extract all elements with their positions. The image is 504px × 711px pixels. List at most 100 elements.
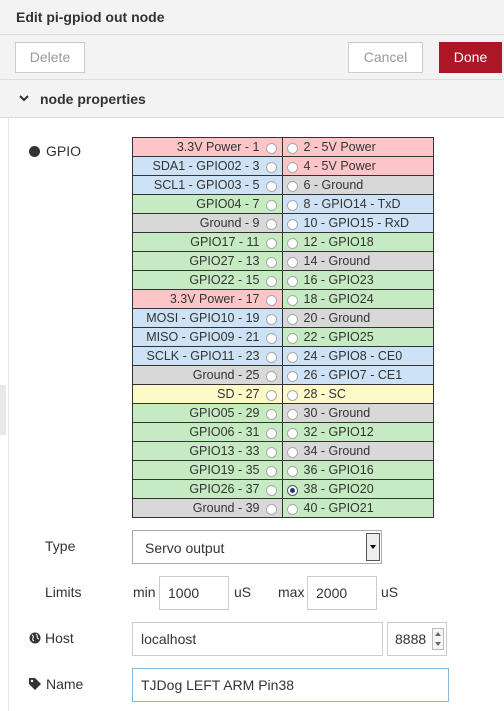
tag-icon [29, 678, 41, 690]
pin-radio[interactable] [286, 238, 298, 249]
pin-radio[interactable] [265, 428, 277, 439]
max-input[interactable]: 2000 [307, 576, 377, 610]
pin-radio[interactable] [286, 314, 298, 325]
min-input[interactable]: 1000 [159, 576, 229, 610]
pin-radio[interactable] [265, 200, 277, 211]
pin-label: 38 - GPIO20 [303, 482, 374, 496]
pin-cell-right[interactable]: 12 - GPIO18 [282, 233, 433, 251]
pin-cell-right[interactable]: 10 - GPIO15 - RxD [282, 214, 433, 232]
pin-radio[interactable] [286, 428, 298, 439]
pin-radio[interactable] [265, 390, 277, 401]
pin-cell-left[interactable]: GPIO05 - 29 [133, 404, 283, 422]
pin-cell-right[interactable]: 8 - GPIO14 - TxD [282, 195, 433, 213]
table-row: GPIO17 - 11 12 - GPIO18 [133, 233, 433, 252]
pin-radio[interactable] [265, 143, 277, 154]
pin-cell-left[interactable]: SCLK - GPIO11 - 23 [133, 347, 283, 365]
host-input[interactable]: localhost [132, 622, 383, 656]
pin-radio[interactable] [265, 371, 277, 382]
pin-radio[interactable] [286, 390, 298, 401]
pin-cell-left[interactable]: GPIO22 - 15 [133, 271, 283, 289]
pin-radio[interactable] [286, 352, 298, 363]
pin-cell-left[interactable]: GPIO27 - 13 [133, 252, 283, 270]
pin-radio[interactable] [286, 181, 298, 192]
pin-cell-left[interactable]: GPIO04 - 7 [133, 195, 283, 213]
pin-radio[interactable] [265, 162, 277, 173]
node-properties-header[interactable]: node properties [0, 80, 504, 118]
pin-radio[interactable] [286, 371, 298, 382]
pin-radio[interactable] [265, 352, 277, 363]
pin-cell-right[interactable]: 26 - GPIO7 - CE1 [282, 366, 433, 384]
pin-cell-right[interactable]: 20 - Ground [282, 309, 433, 327]
name-input[interactable]: TJDog LEFT ARM Pin38 [132, 668, 449, 702]
pin-cell-left[interactable]: 3.3V Power - 1 [133, 138, 283, 156]
pin-cell-right[interactable]: 18 - GPIO24 [282, 290, 433, 308]
pin-radio[interactable] [286, 504, 298, 515]
pin-radio[interactable] [265, 333, 277, 344]
pin-cell-left[interactable]: Ground - 39 [133, 499, 283, 517]
resize-handle[interactable] [0, 385, 6, 435]
pin-radio[interactable] [286, 447, 298, 458]
pin-label: 20 - Ground [303, 311, 371, 325]
pin-cell-left[interactable]: GPIO26 - 37 [133, 480, 283, 498]
pin-cell-left[interactable]: Ground - 9 [133, 214, 283, 232]
pin-radio[interactable] [265, 485, 277, 496]
pin-cell-right[interactable]: 14 - Ground [282, 252, 433, 270]
pin-cell-left[interactable]: MOSI - GPIO10 - 19 [133, 309, 283, 327]
type-select[interactable]: Servo output [132, 530, 382, 564]
pin-radio[interactable] [265, 504, 277, 515]
pin-cell-right[interactable]: 36 - GPIO16 [282, 461, 433, 479]
pin-radio[interactable] [265, 238, 277, 249]
pin-radio[interactable] [265, 466, 277, 477]
pin-cell-right[interactable]: 22 - GPIO25 [282, 328, 433, 346]
pin-cell-left[interactable]: GPIO19 - 35 [133, 461, 283, 479]
pin-cell-right[interactable]: 6 - Ground [282, 176, 433, 194]
cancel-button[interactable]: Cancel [348, 42, 423, 73]
pin-cell-right[interactable]: 38 - GPIO20 [282, 480, 433, 498]
pin-cell-right[interactable]: 24 - GPIO8 - CE0 [282, 347, 433, 365]
pin-radio[interactable] [265, 314, 277, 325]
pin-radio[interactable] [265, 409, 277, 420]
pin-cell-left[interactable]: SDA1 - GPIO02 - 3 [133, 157, 283, 175]
pin-radio[interactable] [265, 257, 277, 268]
pin-cell-left[interactable]: GPIO06 - 31 [133, 423, 283, 441]
gpio-label: GPIO [29, 143, 81, 159]
pin-radio[interactable] [265, 295, 277, 306]
pin-radio[interactable] [286, 485, 298, 496]
pin-cell-right[interactable]: 32 - GPIO12 [282, 423, 433, 441]
pin-cell-right[interactable]: 40 - GPIO21 [282, 499, 433, 517]
pin-radio[interactable] [286, 143, 298, 154]
port-spinner[interactable] [432, 628, 444, 650]
pin-label: GPIO26 - 37 [189, 482, 260, 496]
pin-radio[interactable] [286, 466, 298, 477]
pin-radio[interactable] [286, 276, 298, 287]
pin-cell-left[interactable]: SD - 27 [133, 385, 283, 403]
pin-cell-right[interactable]: 16 - GPIO23 [282, 271, 433, 289]
pin-cell-left[interactable]: MISO - GPIO09 - 21 [133, 328, 283, 346]
port-input[interactable]: 8888 [387, 622, 447, 656]
pin-cell-right[interactable]: 28 - SC [282, 385, 433, 403]
pin-cell-right[interactable]: 30 - Ground [282, 404, 433, 422]
pin-cell-left[interactable]: SCL1 - GPIO03 - 5 [133, 176, 283, 194]
pin-cell-right[interactable]: 2 - 5V Power [282, 138, 433, 156]
pin-radio[interactable] [265, 181, 277, 192]
name-label-text: Name [46, 676, 84, 692]
pin-radio[interactable] [286, 409, 298, 420]
pin-radio[interactable] [286, 257, 298, 268]
pin-radio[interactable] [286, 333, 298, 344]
pin-radio[interactable] [286, 219, 298, 230]
pin-radio[interactable] [286, 200, 298, 211]
pin-radio[interactable] [286, 162, 298, 173]
pin-radio[interactable] [265, 219, 277, 230]
pin-radio[interactable] [286, 295, 298, 306]
pin-cell-right[interactable]: 4 - 5V Power [282, 157, 433, 175]
pin-cell-left[interactable]: GPIO13 - 33 [133, 442, 283, 460]
pin-radio[interactable] [265, 276, 277, 287]
pin-radio[interactable] [265, 447, 277, 458]
pin-cell-left[interactable]: Ground - 25 [133, 366, 283, 384]
pin-cell-right[interactable]: 34 - Ground [282, 442, 433, 460]
dialog-titlebar: Edit pi-gpiod out node [0, 0, 504, 35]
delete-button[interactable]: Delete [15, 42, 85, 73]
pin-cell-left[interactable]: GPIO17 - 11 [133, 233, 283, 251]
pin-cell-left[interactable]: 3.3V Power - 17 [133, 290, 283, 308]
done-button[interactable]: Done [439, 42, 502, 73]
